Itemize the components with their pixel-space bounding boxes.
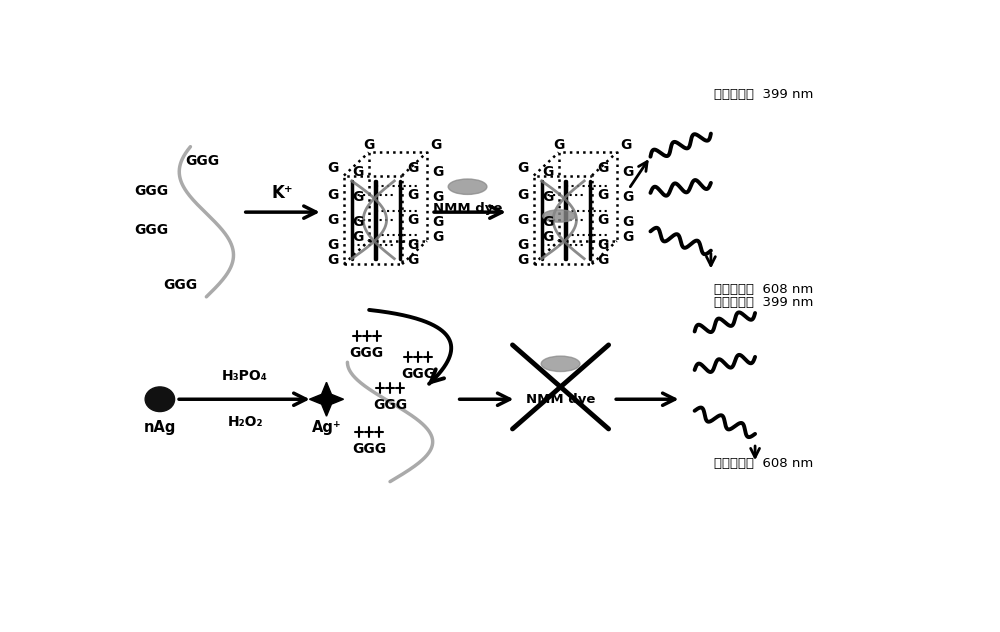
- Text: H₃PO₄: H₃PO₄: [222, 369, 268, 383]
- Text: GGG: GGG: [164, 278, 198, 292]
- Text: G: G: [407, 253, 419, 267]
- Text: G: G: [432, 190, 443, 204]
- Text: GGG: GGG: [185, 154, 220, 167]
- Text: G: G: [352, 214, 364, 229]
- Text: G: G: [352, 230, 364, 244]
- Text: G: G: [597, 188, 608, 202]
- Text: G: G: [432, 230, 443, 244]
- Text: G: G: [327, 161, 339, 175]
- Text: G: G: [407, 238, 419, 252]
- Text: K⁺: K⁺: [272, 184, 293, 202]
- Text: nAg: nAg: [144, 420, 176, 435]
- Text: G: G: [542, 214, 553, 229]
- Ellipse shape: [543, 210, 575, 222]
- Text: GGG: GGG: [134, 185, 168, 198]
- Text: G: G: [597, 161, 608, 175]
- Text: G: G: [327, 253, 339, 267]
- Ellipse shape: [541, 356, 580, 372]
- Text: G: G: [407, 188, 419, 202]
- Text: G: G: [622, 190, 633, 204]
- Text: G: G: [517, 253, 529, 267]
- Text: 激发波长：  399 nm: 激发波长： 399 nm: [714, 88, 813, 101]
- Text: G: G: [553, 138, 564, 152]
- Text: G: G: [352, 165, 364, 179]
- Text: G: G: [542, 230, 553, 244]
- Text: G: G: [542, 190, 553, 204]
- Text: GGG: GGG: [373, 398, 407, 411]
- Text: G: G: [517, 238, 529, 252]
- Text: G: G: [432, 214, 443, 229]
- Text: G: G: [327, 188, 339, 202]
- Text: H₂O₂: H₂O₂: [227, 415, 263, 429]
- Ellipse shape: [145, 387, 175, 411]
- Text: G: G: [622, 214, 633, 229]
- Polygon shape: [309, 382, 344, 416]
- Text: G: G: [597, 213, 608, 227]
- Text: G: G: [517, 161, 529, 175]
- Text: G: G: [622, 165, 633, 179]
- Text: G: G: [352, 190, 364, 204]
- Text: G: G: [407, 161, 419, 175]
- Text: G: G: [327, 238, 339, 252]
- Text: G: G: [407, 213, 419, 227]
- Text: 激发波长：  399 nm: 激发波长： 399 nm: [714, 296, 813, 308]
- Text: GGG: GGG: [134, 223, 168, 237]
- Text: G: G: [597, 253, 608, 267]
- Text: G: G: [432, 165, 443, 179]
- Text: Ag⁺: Ag⁺: [312, 420, 341, 435]
- Text: G: G: [622, 230, 633, 244]
- Text: G: G: [542, 165, 553, 179]
- Text: G: G: [620, 138, 632, 152]
- Text: NMM dye: NMM dye: [433, 202, 502, 215]
- Text: G: G: [517, 188, 529, 202]
- Text: G: G: [597, 238, 608, 252]
- Text: G: G: [430, 138, 442, 152]
- Text: GGG: GGG: [350, 346, 384, 360]
- Text: NMM dye: NMM dye: [526, 392, 595, 406]
- Text: G: G: [517, 213, 529, 227]
- Text: GGG: GGG: [352, 442, 386, 456]
- Text: G: G: [363, 138, 374, 152]
- Text: GGG: GGG: [401, 367, 435, 381]
- Text: 发射波长：  608 nm: 发射波长： 608 nm: [714, 458, 813, 470]
- Text: 发射波长：  608 nm: 发射波长： 608 nm: [714, 283, 813, 296]
- Ellipse shape: [448, 179, 487, 195]
- Text: G: G: [327, 213, 339, 227]
